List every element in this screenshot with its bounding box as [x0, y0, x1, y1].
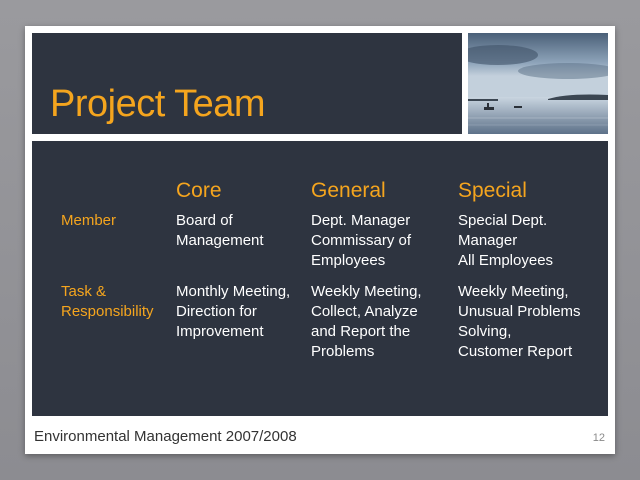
cell-line: Monthly Meeting, [176, 283, 291, 300]
title-panel: Project Team [32, 33, 462, 134]
cell-task-general: Weekly Meeting, Collect, Analyze and Rep… [311, 282, 422, 362]
lake-photo [468, 33, 608, 134]
cell-line: Employees [311, 252, 386, 269]
cell-member-core: Board of Management [176, 211, 264, 251]
cell-line: Weekly Meeting, [311, 283, 422, 300]
slide-footer: Environmental Management 2007/2008 [34, 428, 297, 445]
cell-member-special: Special Dept. Manager All Employees [458, 211, 553, 271]
column-header-general: General [311, 179, 386, 202]
cell-line: Board of [176, 212, 233, 229]
column-header-special: Special [458, 179, 527, 202]
column-header-core: Core [176, 179, 222, 202]
cell-task-special: Weekly Meeting, Unusual Problems Solving… [458, 282, 581, 362]
row-label-task: Task & Responsibility [61, 282, 154, 322]
cell-line: Solving, [458, 323, 512, 340]
cell-line: Problems [311, 343, 375, 360]
cell-line: Weekly Meeting, [458, 283, 569, 300]
cell-line: All Employees [458, 252, 554, 269]
cell-member-general: Dept. Manager Commissary of Employees [311, 211, 411, 271]
cell-line: Special Dept. [458, 212, 548, 229]
slide-title: Project Team [50, 83, 266, 125]
cell-task-core: Monthly Meeting, Direction for Improveme… [176, 282, 290, 342]
page-number: 12 [592, 432, 605, 444]
cell-line: Management [176, 232, 264, 249]
content-panel: Core General Special Member Board of Man… [32, 141, 608, 416]
cell-line: Unusual Problems [458, 303, 581, 320]
cell-line: Manager [458, 232, 518, 249]
row-label-member: Member [61, 211, 116, 231]
cell-line: Commissary of [311, 232, 412, 249]
row-label-line: Member [61, 212, 117, 229]
cell-line: Improvement [176, 323, 264, 340]
cell-line: and Report the [311, 323, 411, 340]
cell-line: Collect, Analyze [311, 303, 418, 320]
slide: Project Team [25, 26, 615, 454]
row-label-line: Responsibility [61, 303, 154, 320]
cell-line: Customer Report [458, 343, 573, 360]
row-label-line: Task & [61, 283, 107, 300]
cell-line: Dept. Manager [311, 212, 411, 229]
cell-line: Direction for [176, 303, 257, 320]
